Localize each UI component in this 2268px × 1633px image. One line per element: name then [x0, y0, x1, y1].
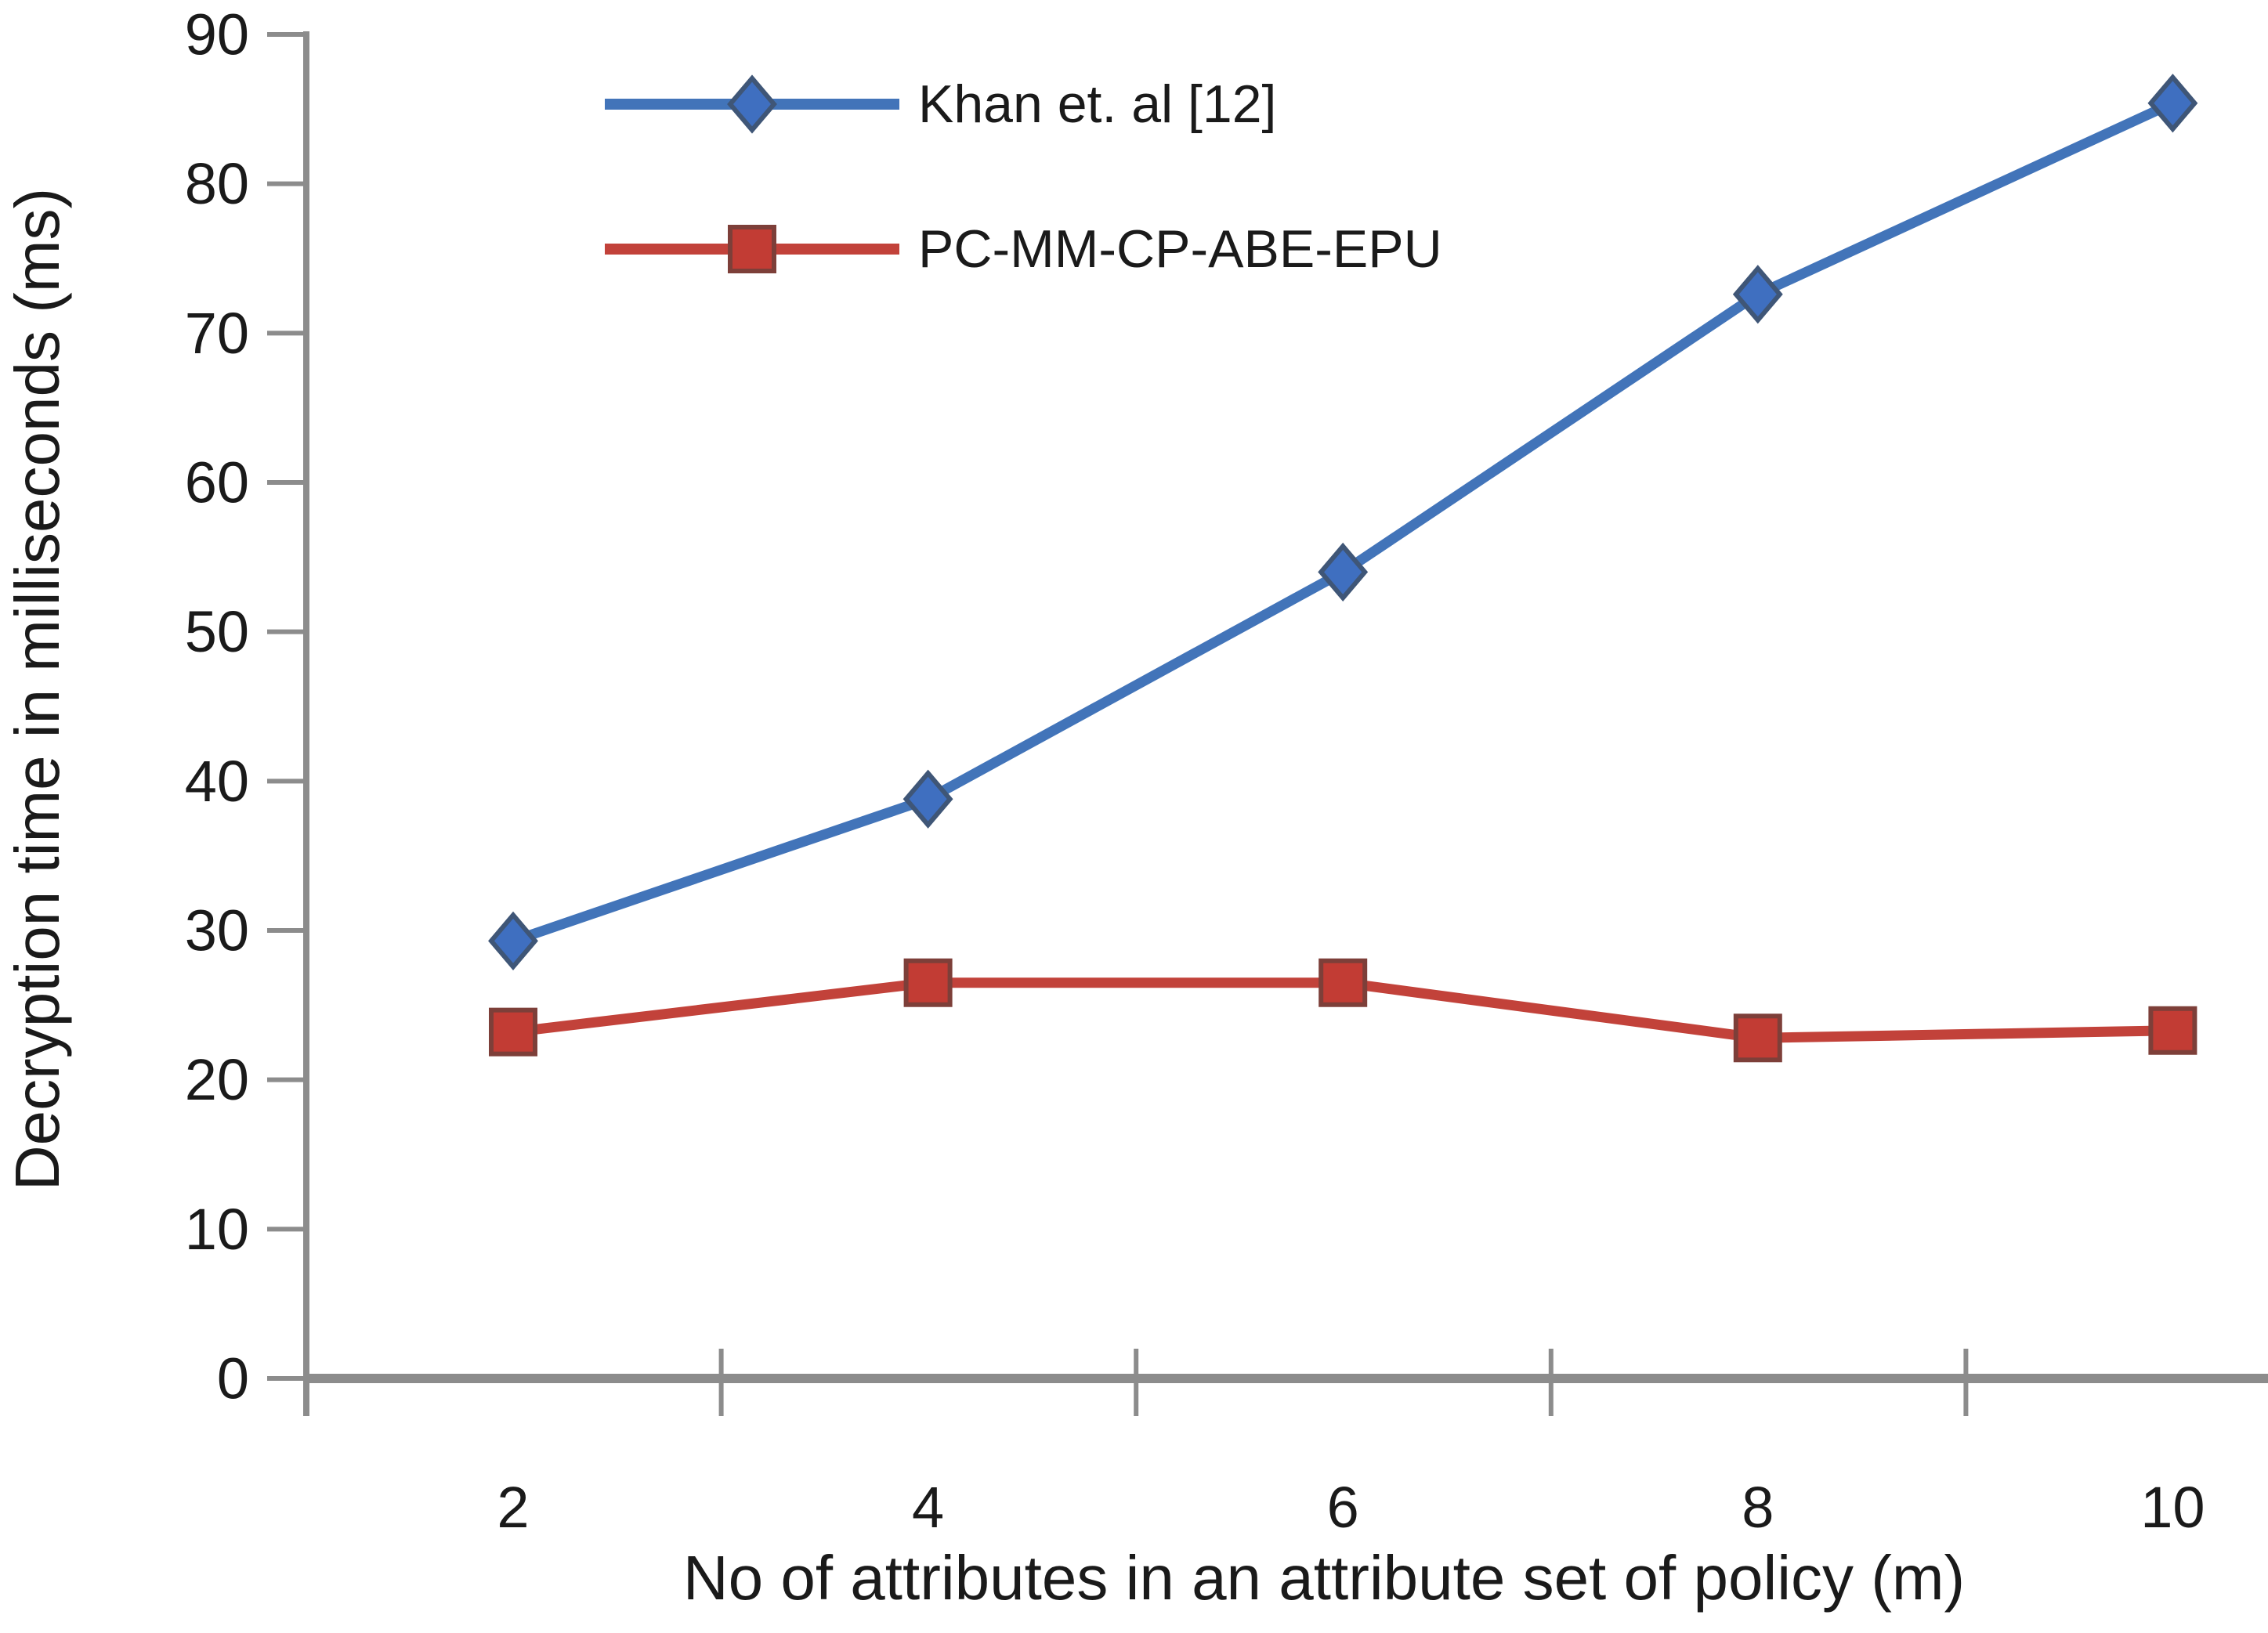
data-point-marker: [2147, 74, 2198, 133]
x-tick-label: 10: [2140, 1475, 2205, 1540]
data-point-marker: [2148, 1006, 2197, 1055]
data-point-marker: [1732, 265, 1783, 324]
y-tick-label: 50: [185, 599, 249, 664]
legend-marker-diamond: [727, 74, 777, 134]
y-tick-label: 80: [185, 151, 249, 216]
data-point-marker: [1733, 1013, 1782, 1063]
y-tick-label: 90: [185, 2, 249, 67]
legend-label: PC-MM-CP-ABE-EPU: [918, 219, 1442, 279]
data-point-marker: [902, 769, 953, 829]
data-point-marker: [489, 1007, 537, 1057]
data-point-marker: [1318, 958, 1368, 1007]
legend-marker-square: [728, 225, 776, 273]
legend-label: Khan et. al [12]: [918, 74, 1276, 134]
data-point-marker: [488, 911, 538, 970]
y-tick-label: 20: [185, 1047, 249, 1112]
y-tick-label: 0: [217, 1346, 249, 1411]
data-point-marker: [1318, 542, 1369, 602]
x-tick-label: 4: [912, 1475, 944, 1540]
data-point-marker: [903, 958, 953, 1007]
y-tick-label: 10: [185, 1197, 249, 1262]
y-tick-label: 40: [185, 749, 249, 814]
y-tick-label: 60: [185, 450, 249, 515]
y-axis-title: Decryption time in milliseconds (ms): [2, 188, 72, 1190]
y-tick-label: 30: [185, 898, 249, 963]
x-axis-title: No of attributes in an attribute set of …: [683, 1543, 1965, 1613]
x-tick-label: 6: [1327, 1475, 1359, 1540]
x-tick-label: 8: [1742, 1475, 1774, 1540]
x-tick-label: 2: [497, 1475, 529, 1540]
y-tick-label: 70: [185, 301, 249, 366]
